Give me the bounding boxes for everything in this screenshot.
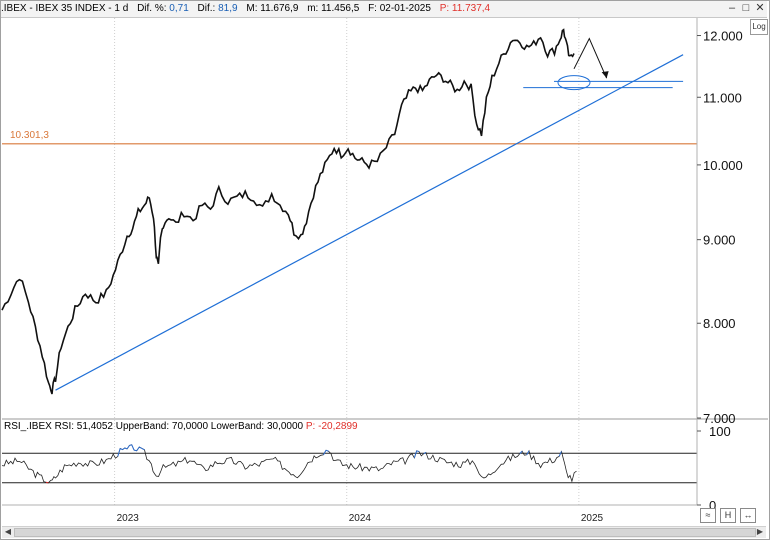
rsi-header-price: P: -20,2899 (305, 421, 358, 432)
max-value: M: 11.676,9 (246, 3, 299, 14)
min-value: m: 11.456,5 (307, 3, 360, 14)
minimize-icon[interactable]: – (728, 2, 736, 14)
close-icon[interactable]: ✕ (755, 2, 765, 14)
rsi-header: RSI_.IBEX RSI: 51,4052 UpperBand: 70,000… (4, 421, 358, 432)
scroll-left-icon[interactable]: ◀ (4, 527, 12, 536)
h-button[interactable]: H (720, 508, 736, 523)
maximize-icon[interactable]: □ (742, 2, 750, 14)
dif-label: Dif.: (197, 3, 216, 14)
dif-value: 81,9 (218, 3, 238, 14)
symbol-title: .IBEX - IBEX 35 INDEX - 1 d (1, 3, 129, 14)
date-value: F: 02-01-2025 (368, 3, 431, 14)
scrollbar-thumb[interactable] (14, 528, 756, 537)
dif-pct-label: Dif. %: (137, 3, 167, 14)
chart-header: .IBEX - IBEX 35 INDEX - 1 d Dif. %: 0,71… (1, 1, 767, 18)
log-scale-button[interactable]: Log (750, 19, 768, 35)
scroll-icon[interactable]: ↔ (740, 508, 756, 523)
rsi-header-text: RSI_.IBEX RSI: 51,4052 UpperBand: 70,000… (4, 421, 304, 432)
price-value: P: 11.737,4 (439, 3, 491, 14)
zoom-icon[interactable]: ≈ (700, 508, 716, 523)
scroll-right-icon[interactable]: ▶ (756, 527, 764, 536)
dif-pct-value: 0,71 (169, 3, 189, 14)
